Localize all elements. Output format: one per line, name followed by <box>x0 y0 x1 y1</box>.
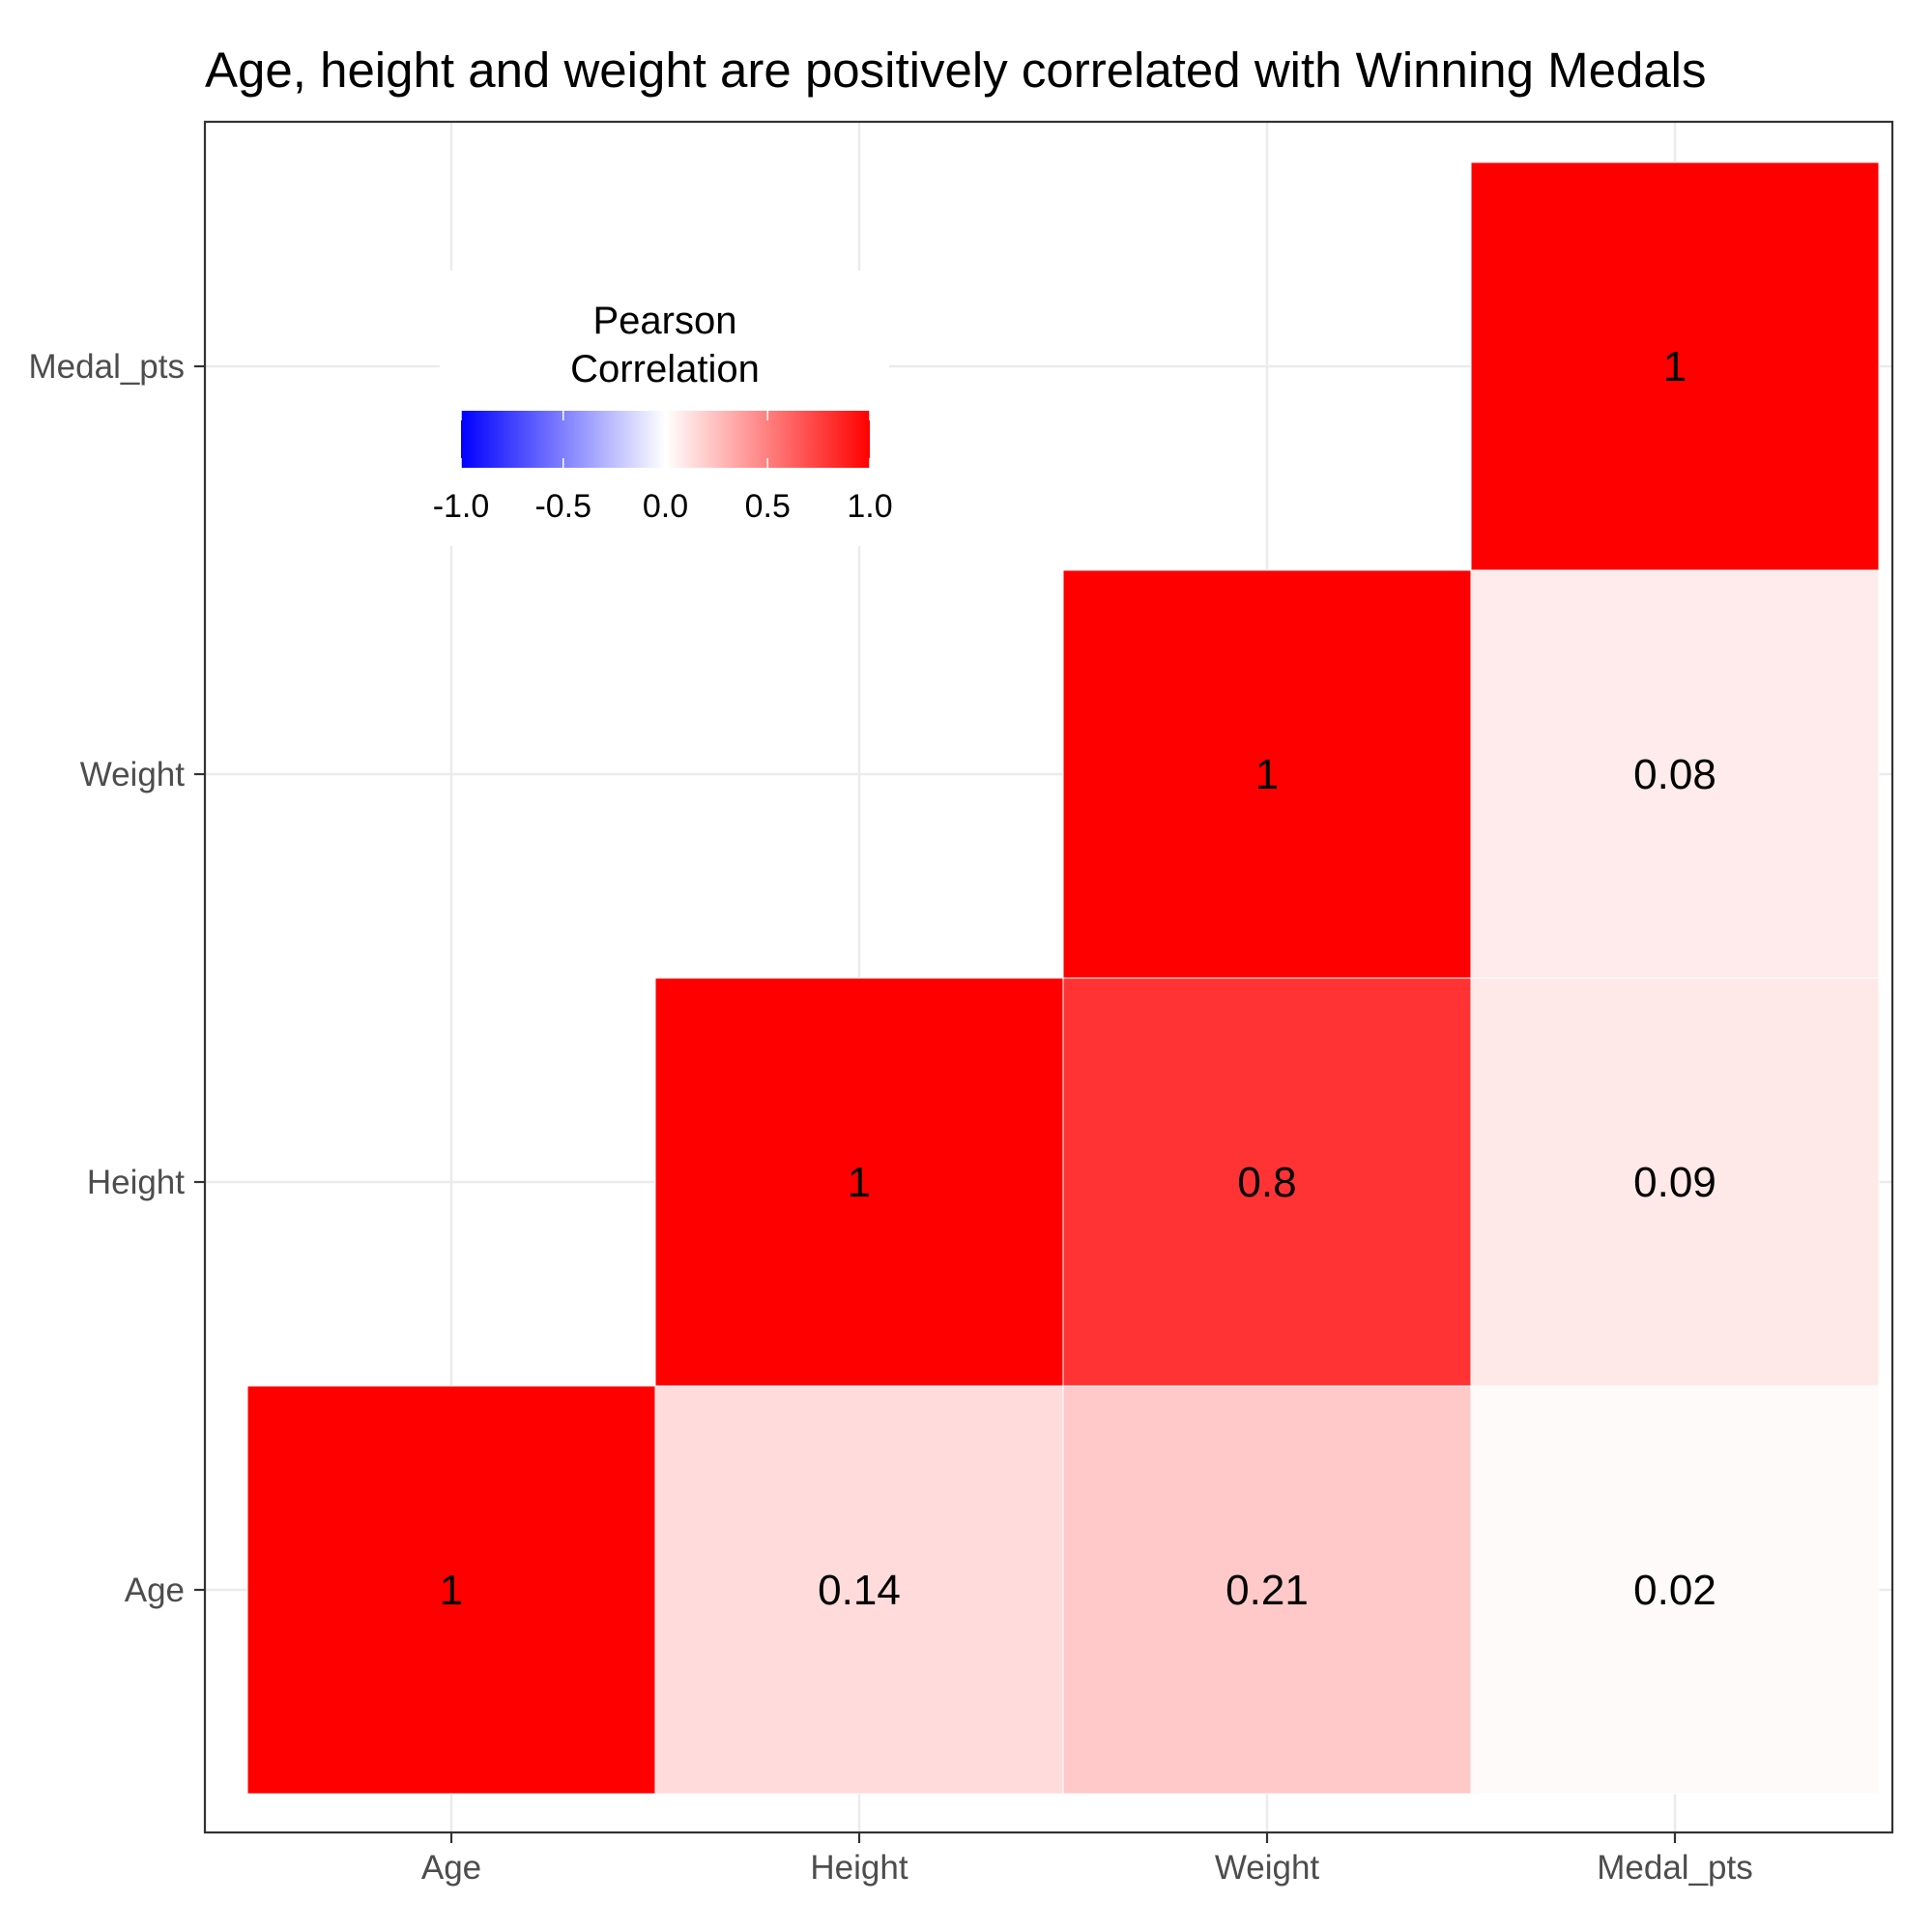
chart-title: Age, height and weight are positively co… <box>205 43 1707 98</box>
legend-ticks: -1.0 -0.5 0.0 0.5 1.0 <box>433 411 893 525</box>
heatmap-cell-medal-pts-height <box>1470 977 1880 1387</box>
heatmap-cell-height-height <box>654 977 1064 1387</box>
cell-label-weight-age: 0.21 <box>1226 1567 1309 1614</box>
legend: Pearson Correlation -1.0 -0.5 0.0 0.5 1.0 <box>433 271 893 546</box>
cell-label-medal-pts-weight: 0.08 <box>1633 751 1716 798</box>
cell-label-medal-pts-height: 0.09 <box>1633 1159 1716 1206</box>
heatmap-cell-medal-pts-age <box>1470 1385 1880 1795</box>
heatmap-cell-age-age <box>246 1385 656 1795</box>
cell-label-medal-pts-medal-pts: 1 <box>1663 343 1687 390</box>
y-tick-label-height: Height <box>87 1164 185 1201</box>
cell-label-age-age: 1 <box>440 1567 463 1614</box>
x-tick-label-height: Height <box>810 1849 908 1887</box>
legend-background <box>440 271 889 546</box>
plot-border <box>203 120 1894 1834</box>
heatmap-cell-height-age <box>654 1385 1064 1795</box>
legend-tick-label-1-0: 1.0 <box>847 488 892 525</box>
legend-title-line-2: Correlation <box>570 348 760 390</box>
x-tick-label-medal-pts: Medal_pts <box>1597 1849 1752 1887</box>
y-tick-label-weight: Weight <box>80 756 186 793</box>
cell-label-weight-height: 0.8 <box>1237 1159 1296 1206</box>
x-tick-label-weight: Weight <box>1215 1849 1320 1887</box>
heatmap-cell-medal-pts-medal-pts <box>1470 161 1880 571</box>
heatmap-cell-weight-weight <box>1062 569 1472 979</box>
cell-label-medal-pts-age: 0.02 <box>1633 1567 1716 1614</box>
x-tick-label-age: Age <box>421 1849 481 1887</box>
axes: Age Height Weight Medal_pts Age Height Weight M… <box>29 348 1753 1887</box>
cell-label-height-age: 0.14 <box>818 1567 901 1614</box>
heatmap-cells: 1 0.14 0.21 0.02 1 0.8 0.09 1 0.08 1 <box>246 161 1880 1795</box>
cell-label-weight-weight: 1 <box>1255 751 1279 798</box>
cell-label-height-height: 1 <box>848 1159 871 1206</box>
legend-tick-label-0-5: 0.5 <box>745 488 791 525</box>
y-tick-label-age: Age <box>125 1572 185 1609</box>
legend-tick-label-1-0: -1.0 <box>433 488 490 525</box>
legend-title-line-1: Pearson <box>593 300 737 342</box>
legend-tick-label-0-0: 0.0 <box>643 488 688 525</box>
legend-tick-label-0-5: -0.5 <box>534 488 591 525</box>
heatmap-cell-weight-age <box>1062 1385 1472 1795</box>
heatmap-cell-weight-height <box>1062 977 1472 1387</box>
y-tick-label-medal-pts: Medal_pts <box>29 348 185 386</box>
heatmap-cell-medal-pts-weight <box>1470 569 1880 979</box>
